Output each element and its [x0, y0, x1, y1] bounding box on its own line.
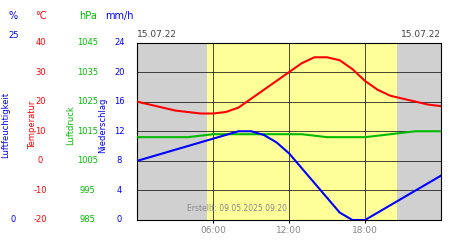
- Text: 8: 8: [117, 156, 122, 165]
- Text: -20: -20: [34, 216, 47, 224]
- Text: 985: 985: [80, 216, 96, 224]
- Text: 1035: 1035: [77, 68, 98, 76]
- Text: 24: 24: [114, 38, 125, 47]
- Text: 30: 30: [35, 68, 46, 76]
- Text: 0: 0: [11, 216, 16, 224]
- Text: 20: 20: [35, 97, 46, 106]
- Text: 40: 40: [35, 38, 46, 47]
- Text: Luftdruck: Luftdruck: [67, 105, 76, 145]
- Text: mm/h: mm/h: [105, 11, 134, 21]
- Text: 1045: 1045: [77, 38, 98, 47]
- Text: 995: 995: [80, 186, 95, 195]
- Text: 1015: 1015: [77, 127, 98, 136]
- Text: 25: 25: [8, 30, 19, 40]
- Text: Luftfeuchtigkeit: Luftfeuchtigkeit: [1, 92, 10, 158]
- Text: %: %: [9, 11, 18, 21]
- Text: Niederschlag: Niederschlag: [98, 97, 107, 153]
- Text: 4: 4: [117, 186, 122, 195]
- Text: 0: 0: [117, 216, 122, 224]
- Text: 16: 16: [114, 97, 125, 106]
- Bar: [397, 42, 441, 220]
- Text: 10: 10: [35, 127, 46, 136]
- Bar: [137, 42, 207, 220]
- Text: 20: 20: [114, 68, 125, 76]
- Text: hPa: hPa: [79, 11, 97, 21]
- Text: Temperatur: Temperatur: [28, 101, 37, 149]
- Text: 0: 0: [38, 156, 43, 165]
- Text: 12: 12: [114, 127, 125, 136]
- Text: 1025: 1025: [77, 97, 98, 106]
- Text: -10: -10: [34, 186, 47, 195]
- Text: Erstellt: 09.05.2025 09:20: Erstellt: 09.05.2025 09:20: [188, 204, 288, 213]
- Text: °C: °C: [35, 11, 46, 21]
- Text: 1005: 1005: [77, 156, 98, 165]
- Text: 15.07.22: 15.07.22: [401, 30, 441, 39]
- Text: 15.07.22: 15.07.22: [137, 30, 177, 39]
- Bar: [207, 42, 397, 220]
